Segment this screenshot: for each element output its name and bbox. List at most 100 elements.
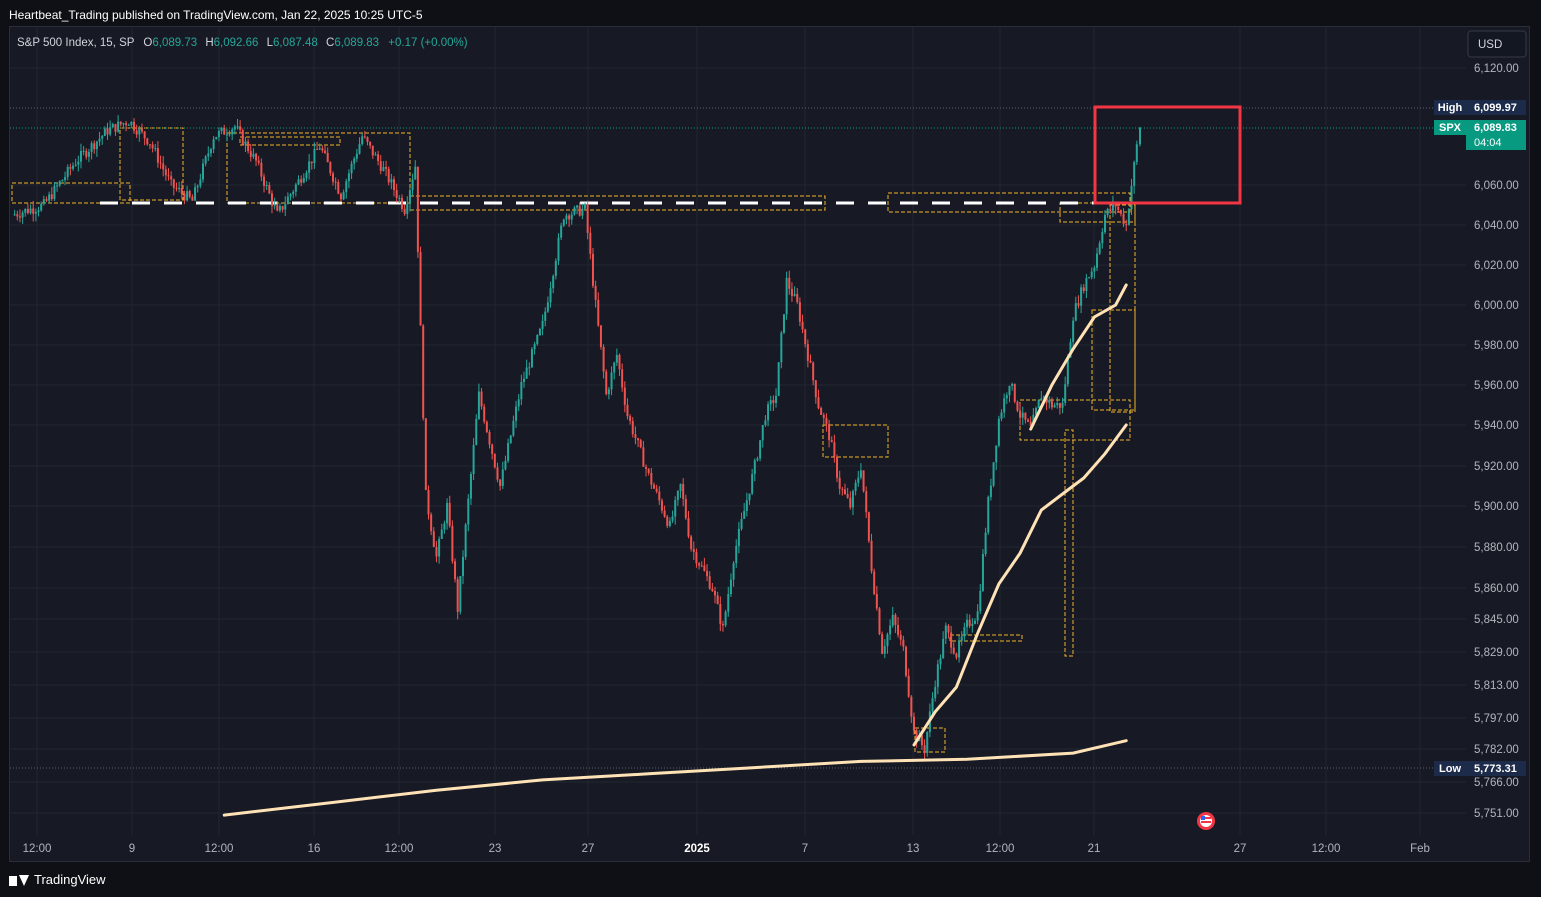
candle-body: [698, 563, 701, 566]
candle-body: [79, 150, 82, 162]
candle-body: [215, 137, 218, 140]
candle-body: [472, 444, 475, 475]
candle-body: [650, 472, 653, 485]
candle-body: [652, 484, 655, 489]
candle-body: [530, 349, 533, 368]
candle-body: [950, 632, 953, 648]
candle-body: [700, 565, 703, 567]
candle-body: [626, 404, 629, 417]
x-tick-label: Feb: [1410, 843, 1430, 855]
y-tick-label: 5,845.00: [1474, 614, 1519, 626]
candle-body: [464, 524, 467, 557]
candle-body: [247, 141, 250, 152]
candle-body: [228, 134, 231, 136]
price-tag-value: 5,773.31: [1474, 763, 1517, 775]
candle-body: [297, 179, 300, 185]
candle-body: [324, 150, 327, 153]
candle-body: [475, 419, 478, 445]
x-tick-label: 2025: [684, 843, 710, 855]
x-tick-label: 12:00: [1312, 843, 1341, 855]
candle-body: [233, 126, 236, 130]
candle-body: [294, 184, 297, 192]
candle-body: [286, 196, 289, 205]
price-tag-label-bg: [1434, 120, 1466, 135]
candle-body: [822, 414, 825, 418]
candle-body: [316, 148, 319, 150]
candle-body: [560, 225, 563, 238]
candle-body: [642, 447, 645, 467]
vwap-mid-line: [912, 423, 1128, 747]
candle-body: [1082, 287, 1085, 291]
candle-body: [756, 458, 759, 461]
candle-body: [151, 144, 154, 149]
candle-body: [170, 176, 173, 180]
order-block-box: [822, 424, 889, 458]
y-tick-label: 5,920.00: [1474, 461, 1519, 473]
candle-body: [207, 153, 210, 157]
currency-label: USD: [1478, 39, 1502, 51]
candle-body: [1098, 243, 1101, 254]
candle-body: [732, 563, 735, 580]
candle-body: [716, 595, 719, 604]
candle-body: [196, 185, 199, 188]
candle-body: [637, 438, 640, 441]
candle-body: [655, 488, 658, 492]
currency-button[interactable]: USD: [1467, 30, 1527, 58]
candle-body: [1127, 209, 1130, 225]
candle-body: [21, 212, 24, 218]
candle-body: [339, 193, 342, 200]
candle-body: [469, 474, 472, 499]
candle-body: [1037, 400, 1040, 408]
candle-body: [631, 421, 634, 435]
candle-body: [32, 208, 35, 214]
candle-body: [613, 362, 616, 373]
y-tick-label: 6,040.00: [1474, 220, 1519, 232]
candle-body: [29, 208, 32, 214]
candle-body: [533, 344, 536, 350]
candle-body: [194, 187, 197, 201]
candle-body: [989, 485, 992, 498]
candle-body: [95, 141, 98, 150]
candle-body: [130, 121, 133, 125]
candle-body: [589, 232, 592, 254]
price-tag-value-bg: [1466, 100, 1526, 115]
candle-body: [889, 625, 892, 635]
candle-body: [788, 277, 791, 289]
candle-body: [199, 179, 202, 186]
candle-body: [695, 551, 698, 564]
y-tick-label: 6,000.00: [1474, 300, 1519, 312]
candle-body: [623, 387, 626, 405]
candle-body: [1117, 206, 1120, 211]
candle-body: [958, 640, 961, 658]
price-tags: High 6,099.97 SPX 6,089.83 04:04 Low 5,773.31: [1434, 100, 1526, 776]
candle-body: [862, 470, 865, 492]
order-block-box: [1064, 429, 1074, 657]
candle-body: [942, 638, 945, 659]
candle-body: [398, 197, 401, 199]
candle-body: [499, 479, 502, 486]
candle-body: [692, 548, 695, 552]
candle-body: [257, 160, 260, 163]
candle-body: [1130, 185, 1133, 210]
candle-body: [658, 491, 661, 501]
candle-body: [220, 127, 223, 131]
candle-body: [212, 139, 215, 150]
candle-body: [870, 540, 873, 572]
price-tag-label-bg: [1434, 100, 1466, 115]
candle-body: [42, 199, 45, 204]
us-flag-event-icon[interactable]: [1197, 812, 1215, 830]
candle-body: [902, 639, 905, 647]
candle-body: [875, 593, 878, 609]
candle-body: [748, 493, 751, 501]
candle-body: [82, 150, 85, 152]
candle-body: [854, 482, 857, 492]
candle-body: [1101, 232, 1104, 244]
candle-body: [1016, 401, 1019, 411]
candle-body: [1050, 400, 1053, 408]
candle-body: [960, 636, 963, 641]
candle-body: [485, 421, 488, 433]
candle-body: [318, 148, 321, 150]
chart-frame[interactable]: [9, 26, 1530, 862]
candle-body: [690, 536, 693, 549]
